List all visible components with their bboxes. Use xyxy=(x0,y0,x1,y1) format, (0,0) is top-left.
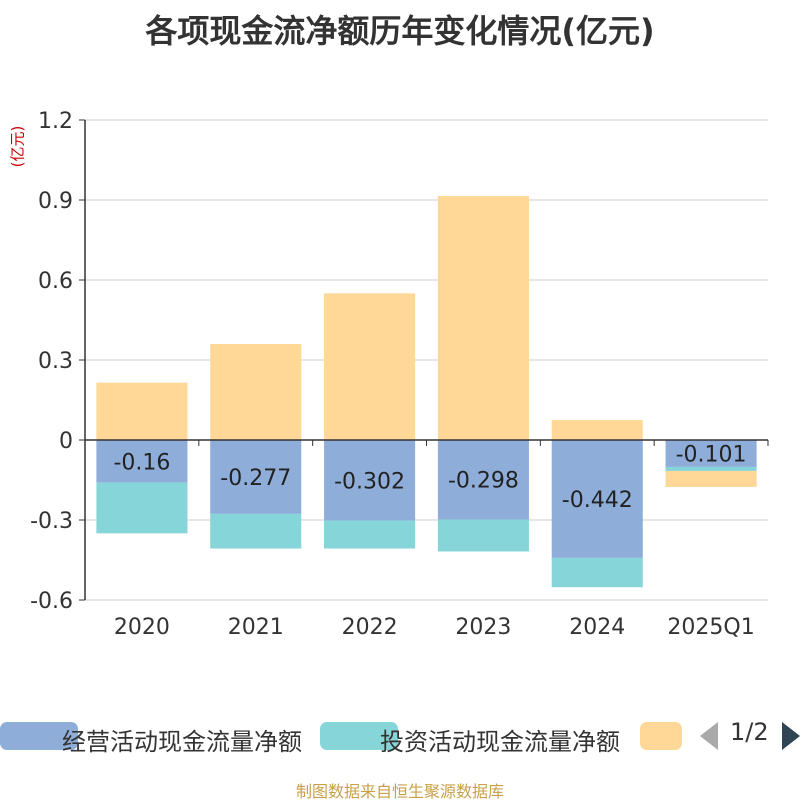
legend-swatch-operating xyxy=(0,722,78,750)
bar-series-0-2024 xyxy=(551,440,643,558)
data-source: 制图数据来自恒生聚源数据库 xyxy=(295,782,504,801)
x-tick-label: 2021 xyxy=(228,615,284,640)
bar-series-2-2025Q1 xyxy=(665,470,757,487)
y-tick-label: 0.9 xyxy=(38,189,73,214)
bar-series-0-2020 xyxy=(96,440,188,483)
legend-next-page-icon[interactable] xyxy=(782,722,800,750)
bar-series-0-2023 xyxy=(437,440,529,520)
bar-series-0-2021 xyxy=(210,440,302,514)
data-label: -0.277 xyxy=(220,466,291,491)
x-tick-label: 2024 xyxy=(569,615,625,640)
data-label: -0.298 xyxy=(448,469,519,494)
bar-series-1-2020 xyxy=(96,482,188,534)
data-label: -0.16 xyxy=(113,450,170,475)
x-tick-label: 2025Q1 xyxy=(667,615,754,640)
data-label: -0.302 xyxy=(334,469,405,494)
bar-series-0-2022 xyxy=(324,440,416,521)
y-tick-label: -0.3 xyxy=(30,509,73,534)
bar-series-1-2021 xyxy=(210,513,302,549)
y-tick-label: 1.2 xyxy=(38,109,73,134)
legend-swatch-investing xyxy=(320,722,398,750)
data-label: -0.442 xyxy=(562,488,633,513)
bar-series-1-2024 xyxy=(551,557,643,588)
x-tick-label: 2020 xyxy=(114,615,170,640)
legend-page-indicator: 1/2 xyxy=(730,718,769,746)
y-tick-label: 0.3 xyxy=(38,349,73,374)
legend-prev-page-icon[interactable] xyxy=(700,722,718,750)
legend-label-operating: 经营活动现金流量净额 xyxy=(62,728,302,756)
legend-swatch-financing xyxy=(640,722,682,750)
data-label: -0.101 xyxy=(676,442,747,467)
legend-label-investing: 投资活动现金流量净额 xyxy=(380,728,620,756)
y-tick-label: -0.6 xyxy=(30,589,73,614)
x-tick-label: 2022 xyxy=(342,615,398,640)
bar-series-2-2022 xyxy=(324,293,416,440)
bar-series-2-2024 xyxy=(551,420,643,440)
x-tick-label: 2023 xyxy=(455,615,511,640)
legend: 经营活动现金流量净额 投资活动现金流量净额 1/2 xyxy=(0,714,800,758)
chart-title: 各项现金流净额历年变化情况(亿元) xyxy=(145,12,655,50)
bar-series-2-2020 xyxy=(96,382,188,440)
bar-series-0-2025Q1 xyxy=(665,440,757,467)
bar-series-2-2023 xyxy=(437,196,529,440)
bar-series-1-2022 xyxy=(324,520,416,549)
bar-series-2-2021 xyxy=(210,344,302,440)
bar-series-1-2023 xyxy=(437,519,529,552)
y-tick-label: 0.6 xyxy=(38,269,73,294)
bar-series-1-2025Q1 xyxy=(665,466,757,471)
y-tick-label: 0 xyxy=(59,429,73,454)
